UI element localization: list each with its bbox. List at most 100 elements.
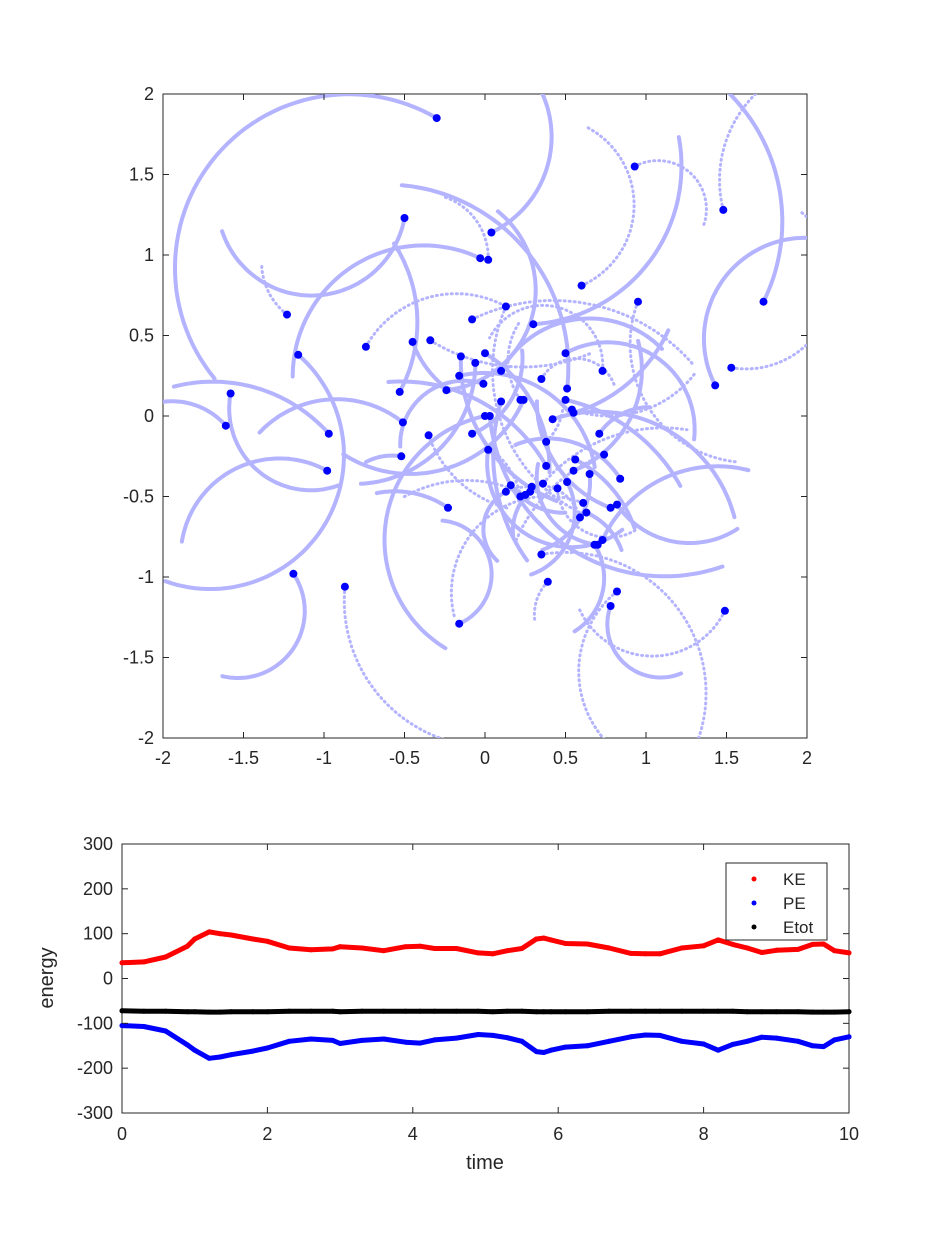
series-point — [206, 1055, 212, 1061]
series-point — [730, 1008, 736, 1014]
series-point — [832, 1009, 837, 1015]
trajectory-trail — [532, 580, 550, 623]
series-point — [432, 1008, 438, 1014]
series-point — [810, 941, 816, 947]
series-point — [846, 1034, 852, 1040]
series-point — [337, 1009, 343, 1015]
trajectory-trail — [489, 94, 554, 235]
trajectory-trail — [600, 464, 751, 542]
particle-point — [539, 479, 547, 488]
y-tick-label: -2 — [138, 728, 154, 748]
series-point — [821, 1044, 827, 1050]
particle-point — [537, 375, 546, 383]
series-point — [403, 1039, 408, 1045]
series-point — [228, 1052, 234, 1058]
series-point — [475, 950, 481, 956]
series-point — [504, 948, 510, 954]
legend-marker-etot — [751, 924, 757, 930]
trajectory-trail — [570, 372, 697, 418]
series-point — [795, 946, 801, 952]
series-point — [264, 1045, 270, 1051]
series-point — [533, 1049, 539, 1055]
trajectory-trail — [492, 450, 522, 498]
series-point — [286, 1038, 292, 1044]
series-point — [217, 1009, 223, 1015]
series-point — [584, 1043, 590, 1049]
y-axis-label: energy — [36, 947, 58, 1008]
particle-point — [613, 500, 621, 509]
series-point — [701, 1008, 707, 1014]
series-point — [628, 1008, 634, 1014]
trajectory-trail — [597, 405, 652, 436]
particle-point — [501, 487, 510, 496]
particle-point — [711, 381, 720, 390]
series-point — [403, 1008, 408, 1014]
particle-point — [468, 429, 477, 438]
legend: KE PE Etot — [725, 862, 828, 941]
series-point — [759, 1034, 765, 1040]
series-point — [657, 1032, 663, 1038]
series-point — [773, 1009, 779, 1015]
series-point — [403, 944, 408, 950]
particle-point — [456, 352, 465, 361]
series-point — [701, 1041, 707, 1047]
x-tick-label: -1 — [316, 748, 332, 768]
particle-point — [501, 302, 510, 311]
particle-point — [553, 484, 562, 493]
series-point — [715, 1008, 721, 1014]
particle-point — [484, 255, 493, 264]
particle-point — [516, 492, 525, 501]
series-point — [163, 954, 169, 960]
y-tick-label: 2 — [144, 84, 154, 104]
particle-point — [582, 508, 591, 517]
particle-point — [563, 384, 572, 393]
particle-point — [563, 478, 572, 486]
series-point — [548, 1009, 554, 1015]
particle-point — [759, 297, 768, 306]
series-point — [715, 937, 721, 943]
energy-series — [119, 929, 852, 1061]
series-point — [206, 929, 212, 935]
series-point — [657, 951, 663, 957]
series-point — [832, 1037, 837, 1043]
trajectory-trail — [580, 124, 636, 288]
y-tick-label: 100 — [83, 924, 113, 944]
x-tick-label: 2 — [262, 1124, 272, 1144]
series-point — [381, 1036, 387, 1042]
series-point — [217, 1054, 223, 1060]
series-point — [337, 944, 343, 950]
series-point — [730, 1041, 736, 1047]
trajectory-trail — [508, 483, 568, 515]
trajectory-trail — [572, 542, 607, 634]
x-tick-label: 0 — [480, 748, 490, 768]
series-point — [773, 1035, 779, 1041]
particle-point — [720, 606, 729, 615]
trajectory-trail — [488, 303, 605, 373]
trajectory-x-ticks: -2 -1.5 -1 -0.5 0 0.5 1 1.5 2 — [155, 94, 812, 768]
series-point — [504, 1035, 510, 1041]
x-tick-label: 8 — [699, 1124, 709, 1144]
series-point — [490, 951, 496, 957]
series-point — [563, 941, 568, 946]
particle-point — [455, 619, 464, 628]
particle-point — [485, 412, 494, 420]
legend-box — [725, 862, 828, 941]
trajectory-trail — [163, 352, 346, 591]
particle-point — [426, 336, 435, 345]
trajectory-trail — [341, 397, 526, 476]
trajectory-trail — [444, 209, 538, 393]
y-tick-label: 1.5 — [129, 165, 154, 185]
series-point — [163, 1028, 169, 1034]
x-tick-label: -0.5 — [389, 748, 420, 768]
trajectory-trail — [290, 243, 483, 379]
series-point — [563, 1009, 568, 1015]
trajectory-trail — [605, 604, 684, 680]
series-point — [519, 1008, 525, 1014]
y-tick-label: -1.5 — [123, 648, 154, 668]
series-point — [795, 1038, 801, 1044]
series-point — [417, 943, 423, 949]
x-tick-label: 0.5 — [553, 748, 578, 768]
series-point — [490, 1032, 496, 1038]
particle-point — [497, 397, 506, 406]
x-tick-label: 0 — [117, 1124, 127, 1144]
